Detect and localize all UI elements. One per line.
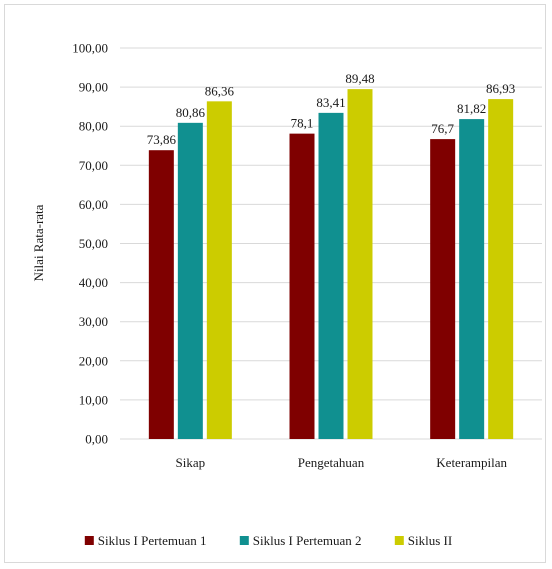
category-label: Sikap — [176, 455, 206, 470]
legend-label: Siklus I Pertemuan 2 — [253, 533, 362, 548]
y-tick-label: 80,00 — [79, 119, 108, 134]
y-tick-label: 0,00 — [85, 432, 108, 447]
data-label: 81,82 — [457, 101, 486, 116]
bar — [148, 150, 174, 439]
category-label: Pengetahuan — [298, 455, 365, 470]
bar — [289, 133, 315, 439]
bar — [206, 101, 232, 439]
legend-label: Siklus II — [408, 533, 452, 548]
y-tick-label: 10,00 — [79, 392, 108, 407]
data-label: 89,48 — [345, 71, 374, 86]
category-label: Keterampilan — [436, 455, 507, 470]
legend-swatch — [84, 536, 94, 545]
y-tick-label: 60,00 — [79, 197, 108, 212]
data-label: 78,1 — [291, 116, 314, 131]
legend-swatch — [239, 536, 249, 545]
data-label: 86,93 — [486, 81, 515, 96]
legend-label: Siklus I Pertemuan 1 — [98, 533, 207, 548]
y-tick-label: 100,00 — [72, 41, 108, 56]
bar — [488, 99, 514, 439]
data-label: 86,36 — [205, 83, 235, 98]
data-label: 73,86 — [147, 132, 177, 147]
legend-swatch — [394, 536, 404, 545]
bar — [459, 119, 485, 439]
category-labels: Sikap Pengetahuan Keterampilan — [176, 455, 508, 470]
bar — [177, 122, 203, 439]
y-tick-label: 90,00 — [79, 80, 108, 95]
chart-frame — [4, 4, 546, 563]
data-label: 76,7 — [431, 121, 454, 136]
y-tick-labels: 0,00 10,00 20,00 30,00 40,00 50,00 60,00 70,00 8… — [72, 41, 108, 447]
bar — [318, 112, 344, 440]
data-label: 80,86 — [176, 105, 206, 120]
y-tick-label: 20,00 — [79, 353, 108, 368]
y-tick-label: 30,00 — [79, 314, 108, 329]
legend: Siklus I Pertemuan 1 Siklus I Pertemuan 2… — [84, 533, 452, 548]
y-tick-label: 40,00 — [79, 275, 108, 290]
data-label: 83,41 — [316, 95, 345, 110]
bars — [148, 89, 514, 440]
bar — [430, 139, 456, 439]
y-tick-label: 50,00 — [79, 236, 108, 251]
y-tick-label: 70,00 — [79, 158, 108, 173]
bar — [347, 89, 373, 439]
y-axis-label: Nilai Rata-rata — [31, 204, 46, 281]
